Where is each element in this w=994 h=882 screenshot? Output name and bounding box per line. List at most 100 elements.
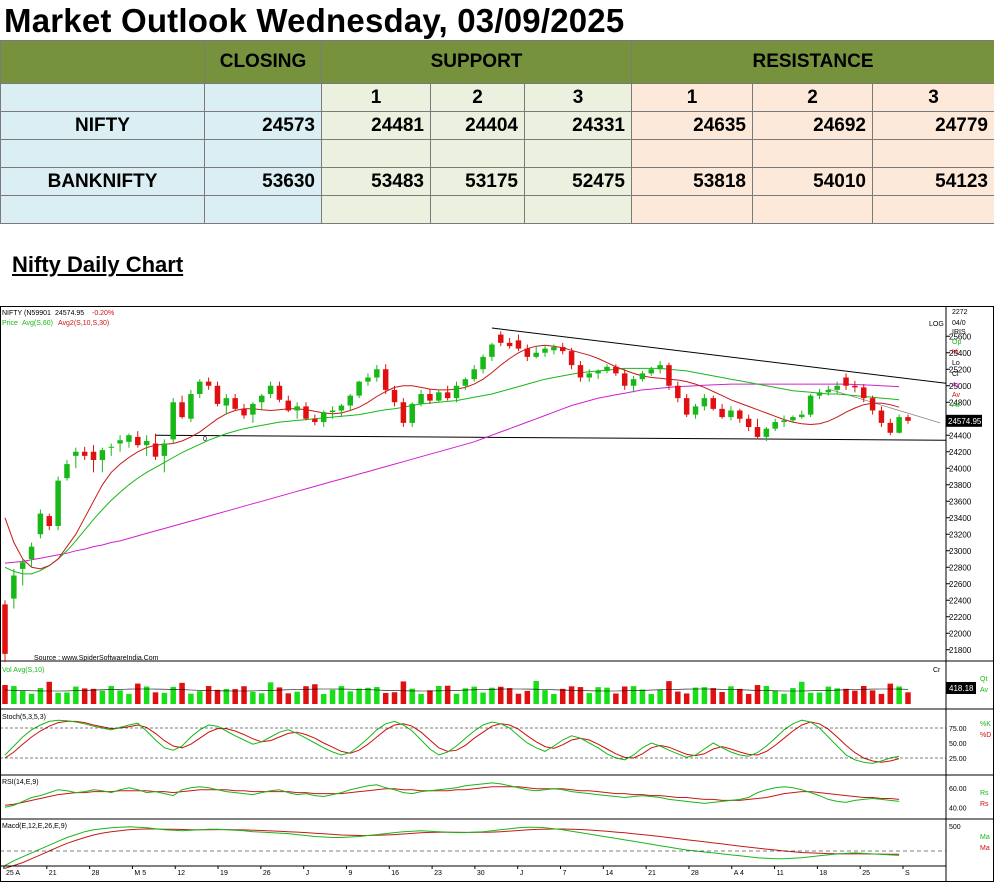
volume-bar — [347, 691, 354, 704]
candle-body — [613, 366, 619, 374]
candle-body — [754, 427, 761, 437]
x-tick-label: S — [905, 870, 910, 877]
right-panel-label: Hi — [952, 349, 959, 356]
candle-body — [843, 377, 849, 386]
volume-bar — [834, 688, 840, 704]
volume-bar — [444, 685, 451, 704]
volume-bar — [559, 688, 566, 704]
candle-body — [223, 398, 230, 406]
volume-bar — [489, 687, 495, 704]
candle-body — [108, 446, 114, 448]
candle-body — [559, 346, 566, 352]
candle-body — [188, 394, 194, 419]
volume-bar — [701, 687, 708, 704]
candle-body — [214, 385, 221, 404]
y-tick-label: 22000 — [949, 629, 972, 638]
volume-bar — [170, 686, 176, 704]
y-tick-label: 23800 — [949, 481, 972, 490]
volume-bar — [55, 692, 61, 704]
candle-body — [860, 387, 867, 399]
volume-bar — [391, 692, 398, 704]
corner-cell — [0, 40, 205, 84]
candle-body — [799, 414, 805, 418]
right-panel-label: Av — [952, 382, 961, 389]
right-panel-label: Cl — [952, 371, 959, 378]
volume-bar — [568, 686, 575, 704]
volume-bar — [604, 687, 610, 704]
candle-body — [710, 398, 716, 409]
volume-bar — [595, 687, 601, 704]
y-tick-label: 25200 — [949, 365, 972, 374]
volume-bar — [329, 689, 336, 704]
volume-last-label: 418.18 — [949, 684, 974, 693]
candle-body — [2, 604, 8, 654]
chart-frame — [0, 306, 994, 882]
volume-bar — [869, 690, 876, 704]
volume-bar — [781, 693, 787, 704]
candle-body — [737, 410, 743, 419]
candle-body — [630, 379, 637, 386]
rsi-side-label: Rs — [980, 801, 989, 808]
volume-bar — [816, 692, 823, 704]
volume-bar — [896, 686, 902, 704]
volume-last-box — [946, 682, 976, 694]
volume-bar — [613, 693, 619, 704]
volume-bar — [161, 692, 168, 704]
zero-label: 0 — [203, 436, 207, 443]
x-tick-label: 18 — [819, 870, 827, 877]
candle-body — [586, 373, 593, 378]
stoch-d-line — [4, 720, 900, 763]
volume-bar — [28, 693, 35, 704]
volume-bar — [498, 686, 504, 704]
candle-body — [409, 403, 415, 423]
volume-bar — [807, 692, 814, 704]
y-tick-label: 25400 — [949, 349, 972, 358]
volume-bar — [462, 688, 469, 704]
volume-bar — [551, 693, 557, 704]
chart-canvas: 2560025400252002500024800246002440024200… — [0, 306, 994, 882]
candle-body — [294, 406, 300, 411]
candle-body — [621, 373, 628, 386]
candle-body — [666, 365, 672, 386]
y-tick-label: 24400 — [949, 431, 972, 440]
candle-body — [161, 443, 168, 456]
candle-body — [135, 436, 141, 446]
candle-body — [365, 377, 371, 382]
candle-body — [391, 389, 398, 403]
x-tick-label: 28 — [691, 870, 699, 877]
volume-bar — [577, 687, 584, 704]
support-value: 53175 — [430, 167, 525, 196]
volume-bar — [533, 681, 539, 704]
volume-bar — [648, 693, 655, 704]
candle-body — [577, 365, 584, 378]
volume-bar — [356, 688, 362, 704]
candle-body — [285, 400, 292, 411]
x-tick-label: 7 — [563, 870, 567, 877]
volume-bar — [205, 686, 212, 704]
volume-bar — [860, 686, 867, 704]
volume-bar — [878, 693, 885, 704]
x-tick-label: 30 — [477, 870, 485, 877]
candle-body — [683, 398, 690, 415]
candle-body — [444, 392, 451, 399]
volume-bar — [737, 688, 743, 704]
volume-bar — [683, 693, 690, 704]
candle-body — [73, 451, 79, 456]
x-tick-label: 26 — [263, 870, 271, 877]
y-tick-label: 22800 — [949, 563, 972, 572]
y-tick-label: 25600 — [949, 332, 972, 341]
volume-bar — [772, 690, 778, 704]
candle-body — [338, 405, 345, 411]
candle-body — [453, 385, 460, 399]
rsi-side-label: Rs — [980, 790, 989, 797]
candle-body — [763, 428, 770, 437]
support-level-3: 3 — [524, 83, 632, 112]
candle-body — [28, 546, 35, 559]
chart-heading: Nifty Daily Chart — [12, 252, 184, 277]
volume-bar — [73, 686, 79, 704]
volume-bar — [11, 686, 17, 704]
source-label: Source : www.SpiderSoftwareIndia.Com — [34, 655, 159, 662]
volume-bar — [887, 683, 894, 704]
x-tick-label: 21 — [49, 870, 57, 877]
candle-body — [170, 402, 176, 440]
